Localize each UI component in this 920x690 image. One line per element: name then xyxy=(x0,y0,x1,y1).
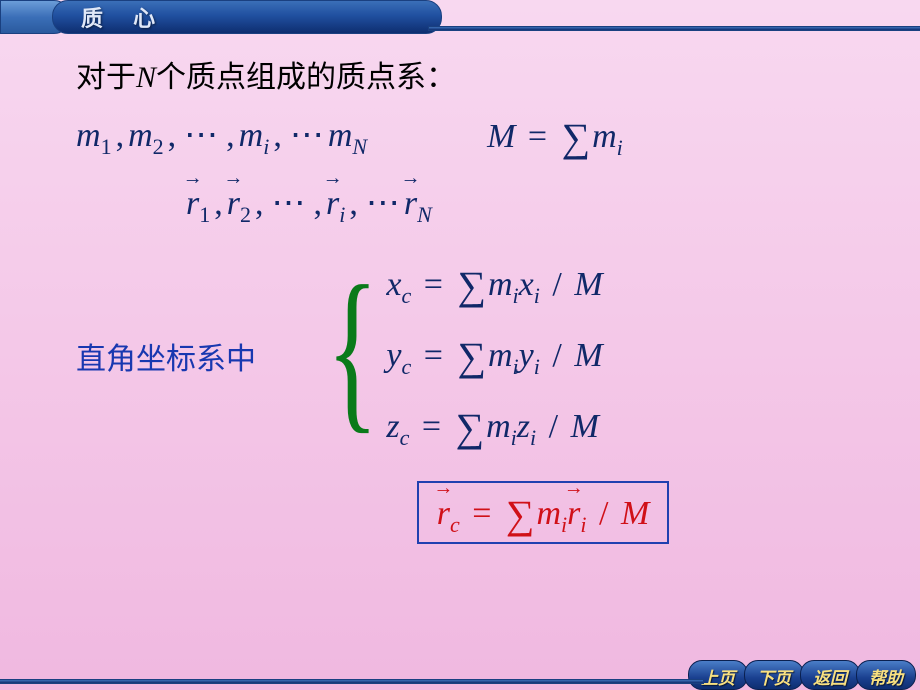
slide-content: 对于N个质点组成的质点系： m1,m2,⋯,mi,⋯mN M = ∑mi r1,… xyxy=(76,52,890,544)
yc-eq: yc = ∑miyi / M xyxy=(386,333,602,380)
total-mass: M = ∑mi xyxy=(487,114,623,161)
title-divider xyxy=(428,26,920,31)
rc-vec: r xyxy=(437,495,450,533)
footer-bar: 上页 下页 返回 帮助 xyxy=(0,660,920,690)
footer-buttons: 上页 下页 返回 帮助 xyxy=(692,660,920,690)
prev-button[interactable]: 上页 xyxy=(688,660,748,690)
result-box: rc = ∑miri / M xyxy=(417,481,670,544)
page-title: 质 心 xyxy=(52,0,442,34)
help-button[interactable]: 帮助 xyxy=(856,660,916,690)
brace-group: { xc = ∑mixi / M yc = ∑miyi / M zc xyxy=(292,254,603,459)
intro-n: N xyxy=(136,61,156,94)
footer-divider xyxy=(0,679,704,684)
title-right xyxy=(442,0,920,34)
title-bar: 质 心 xyxy=(0,0,920,34)
left-brace-icon: { xyxy=(327,254,379,459)
coord-system-row: 直角坐标系中 { xc = ∑mixi / M yc = ∑miyi / M xyxy=(76,254,890,459)
boxed-row: rc = ∑miri / M xyxy=(196,481,890,544)
intro-pre: 对于 xyxy=(76,61,136,94)
mass-row: m1,m2,⋯,mi,⋯mN M = ∑mi xyxy=(76,114,890,161)
back-button[interactable]: 返回 xyxy=(800,660,860,690)
rn-vec: r xyxy=(404,185,417,223)
intro-post: 个质点组成的质点系： xyxy=(156,61,456,94)
footer-left xyxy=(0,660,692,690)
intro-text: 对于N个质点组成的质点系： xyxy=(76,52,890,96)
ri-vec2: r xyxy=(567,495,580,533)
next-button[interactable]: 下页 xyxy=(744,660,804,690)
system-equations: xc = ∑mixi / M yc = ∑miyi / M zc = ∑mizi xyxy=(386,254,602,459)
xc-eq: xc = ∑mixi / M xyxy=(386,262,602,309)
r1-vec: r xyxy=(186,185,199,223)
ri-vec: r xyxy=(326,185,339,223)
coord-label: 直角坐标系中 xyxy=(76,334,256,378)
mass-list: m1,m2,⋯,mi,⋯mN xyxy=(76,115,367,160)
rc-eq: rc = ∑miri / M xyxy=(437,491,650,538)
r2-vec: r xyxy=(227,185,240,223)
zc-eq: zc = ∑mizi / M xyxy=(386,404,602,451)
position-list: r1,r2,⋯,ri,⋯rN xyxy=(186,183,890,228)
